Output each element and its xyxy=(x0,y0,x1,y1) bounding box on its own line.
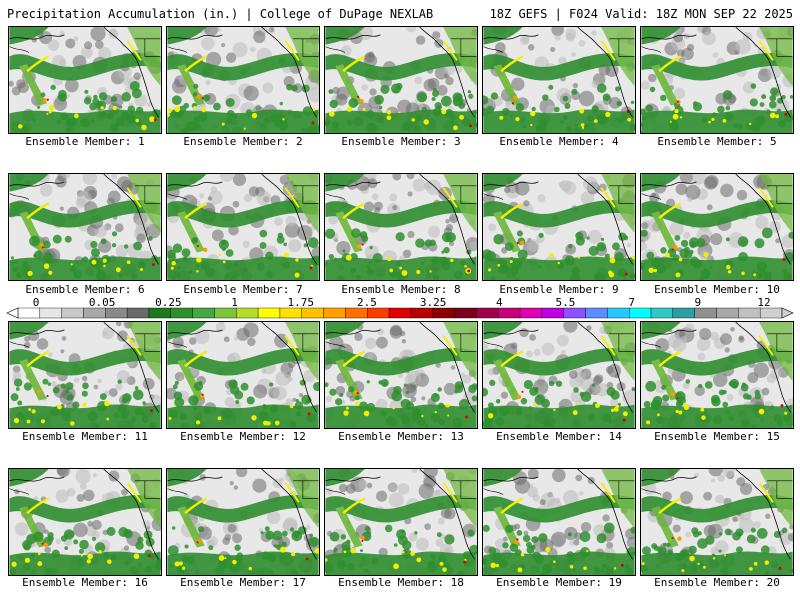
colorbar-swatch xyxy=(738,307,761,319)
colorbar-swatch xyxy=(629,307,652,319)
ensemble-caption-18: Ensemble Member: 18 xyxy=(338,576,464,589)
ensemble-map-18 xyxy=(324,468,478,576)
ensemble-caption-16: Ensemble Member: 16 xyxy=(22,576,148,589)
colorbar-swatch xyxy=(432,307,455,319)
colorbar-swatch xyxy=(563,307,586,319)
colorbar-swatch xyxy=(301,307,324,319)
ensemble-caption-3: Ensemble Member: 3 xyxy=(341,135,461,148)
ensemble-map-19 xyxy=(482,468,636,576)
colorbar-swatch xyxy=(585,307,608,319)
ensemble-caption-6: Ensemble Member: 6 xyxy=(25,283,145,296)
colorbar-swatch xyxy=(607,307,630,319)
ensemble-caption-19: Ensemble Member: 19 xyxy=(496,576,622,589)
ensemble-map-6 xyxy=(8,173,162,281)
colorbar-swatch xyxy=(454,307,477,319)
colorbar-swatch xyxy=(519,307,543,319)
colorbar-swatch xyxy=(498,307,521,319)
colorbar-tick-label: 7 xyxy=(628,296,635,309)
colorbar-tick-label: 4 xyxy=(495,296,503,309)
ensemble-caption-20: Ensemble Member: 20 xyxy=(654,576,780,589)
ensemble-caption-12: Ensemble Member: 12 xyxy=(180,430,306,443)
colorbar-swatch xyxy=(541,307,564,319)
ensemble-caption-17: Ensemble Member: 17 xyxy=(180,576,306,589)
chart-title: Precipitation Accumulation (in.) | Colle… xyxy=(7,7,434,21)
ensemble-map-10 xyxy=(640,173,794,281)
ensemble-map-17 xyxy=(166,468,320,576)
ensemble-caption-13: Ensemble Member: 13 xyxy=(338,430,464,443)
colorbar-swatch xyxy=(148,307,172,319)
colorbar-swatch xyxy=(83,307,106,319)
colorbar-tick-label: 3.25 xyxy=(419,296,447,309)
colorbar-swatch xyxy=(126,307,150,319)
colorbar-swatch xyxy=(716,307,739,319)
ensemble-caption-2: Ensemble Member: 2 xyxy=(183,135,303,148)
colorbar-swatch xyxy=(759,307,783,319)
ensemble-map-7 xyxy=(166,173,320,281)
colorbar-swatch xyxy=(39,307,62,319)
colorbar-tick-label: 1.75 xyxy=(287,296,314,309)
ensemble-map-3 xyxy=(324,26,478,134)
ensemble-caption-14: Ensemble Member: 14 xyxy=(496,430,622,443)
colorbar-swatch xyxy=(236,307,259,319)
colorbar-tick-label: 0.05 xyxy=(88,296,116,309)
colorbar-tick-label: 1 xyxy=(231,296,238,309)
ensemble-map-11 xyxy=(8,321,162,429)
colorbar-tick-label: 2.5 xyxy=(356,296,377,309)
colorbar-swatch xyxy=(476,307,499,319)
ensemble-caption-15: Ensemble Member: 15 xyxy=(654,430,780,443)
colorbar-swatch xyxy=(323,307,346,319)
ensemble-caption-4: Ensemble Member: 4 xyxy=(499,135,619,148)
ensemble-map-4 xyxy=(482,26,636,134)
colorbar-swatch xyxy=(257,307,281,319)
colorbar-swatch xyxy=(672,307,695,319)
colorbar-swatch xyxy=(279,307,302,319)
colorbar-tick-label: 0.25 xyxy=(155,296,182,309)
precip-colorbar xyxy=(6,307,794,319)
colorbar-swatch xyxy=(192,307,215,319)
ensemble-map-20 xyxy=(640,468,794,576)
colorbar-max-arrow xyxy=(781,307,794,319)
colorbar-tick-label: 12 xyxy=(757,296,771,309)
colorbar-swatch xyxy=(170,307,193,319)
ensemble-caption-10: Ensemble Member: 10 xyxy=(654,283,780,296)
ensemble-caption-1: Ensemble Member: 1 xyxy=(25,135,145,148)
colorbar-swatch xyxy=(694,307,717,319)
ensemble-map-16 xyxy=(8,468,162,576)
ensemble-map-15 xyxy=(640,321,794,429)
colorbar-tick-label: 0 xyxy=(32,296,40,309)
ensemble-map-2 xyxy=(166,26,320,134)
colorbar-swatch xyxy=(410,307,433,319)
ensemble-map-14 xyxy=(482,321,636,429)
run-info: 18Z GEFS | F024 Valid: 18Z MON SEP 22 20… xyxy=(489,7,793,21)
ensemble-map-5 xyxy=(640,26,794,134)
colorbar-swatch xyxy=(367,307,390,319)
colorbar-tick-label: 5.5 xyxy=(555,296,576,309)
ensemble-map-8 xyxy=(324,173,478,281)
colorbar-swatch xyxy=(345,307,368,319)
ensemble-caption-9: Ensemble Member: 9 xyxy=(499,283,619,296)
ensemble-map-12 xyxy=(166,321,320,429)
colorbar-tick-label: 9 xyxy=(694,296,702,309)
colorbar-min-arrow xyxy=(6,307,19,319)
colorbar-swatch xyxy=(214,307,237,319)
colorbar-swatch xyxy=(650,307,674,319)
ensemble-map-13 xyxy=(324,321,478,429)
colorbar-swatch xyxy=(388,307,412,319)
ensemble-map-1 xyxy=(8,26,162,134)
ensemble-caption-8: Ensemble Member: 8 xyxy=(341,283,461,296)
ensemble-caption-11: Ensemble Member: 11 xyxy=(22,430,148,443)
colorbar-swatch xyxy=(17,307,41,319)
colorbar-swatch xyxy=(61,307,84,319)
colorbar-swatch xyxy=(105,307,128,319)
ensemble-caption-7: Ensemble Member: 7 xyxy=(183,283,303,296)
ensemble-caption-5: Ensemble Member: 5 xyxy=(657,135,777,148)
ensemble-map-9 xyxy=(482,173,636,281)
